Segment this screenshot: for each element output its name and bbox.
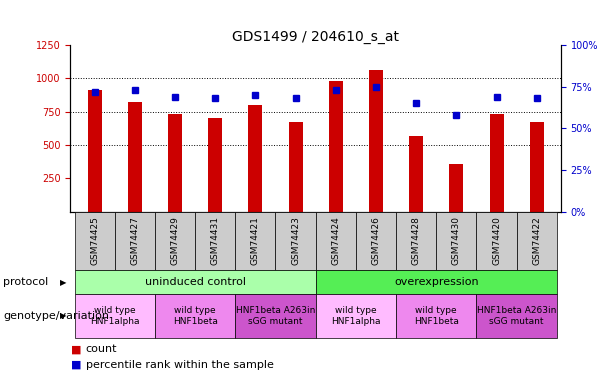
Text: GSM74420: GSM74420 bbox=[492, 216, 501, 266]
Bar bbox=[128, 102, 142, 212]
Text: GSM74427: GSM74427 bbox=[131, 216, 139, 266]
Text: ■: ■ bbox=[70, 360, 81, 369]
Text: GSM74425: GSM74425 bbox=[90, 216, 99, 266]
Text: wild type
HNF1beta: wild type HNF1beta bbox=[173, 306, 218, 326]
Text: GSM74422: GSM74422 bbox=[532, 216, 541, 265]
Text: GSM74429: GSM74429 bbox=[170, 216, 180, 266]
Bar bbox=[289, 122, 303, 212]
Bar bbox=[490, 114, 504, 212]
Text: ■: ■ bbox=[70, 344, 81, 354]
Bar bbox=[248, 105, 262, 212]
Text: count: count bbox=[86, 344, 117, 354]
Text: percentile rank within the sample: percentile rank within the sample bbox=[86, 360, 273, 369]
Bar bbox=[449, 164, 463, 212]
Text: GSM74421: GSM74421 bbox=[251, 216, 260, 266]
Bar bbox=[369, 70, 383, 212]
Bar bbox=[208, 118, 223, 212]
Text: GSM74428: GSM74428 bbox=[412, 216, 421, 266]
Text: HNF1beta A263in
sGG mutant: HNF1beta A263in sGG mutant bbox=[477, 306, 557, 326]
Bar bbox=[329, 81, 343, 212]
Text: overexpression: overexpression bbox=[394, 277, 479, 287]
Text: wild type
HNF1beta: wild type HNF1beta bbox=[414, 306, 459, 326]
Bar bbox=[168, 114, 182, 212]
Text: GSM74424: GSM74424 bbox=[331, 216, 340, 265]
Text: GSM74426: GSM74426 bbox=[371, 216, 381, 266]
Text: ▶: ▶ bbox=[60, 311, 66, 320]
Text: GSM74430: GSM74430 bbox=[452, 216, 461, 266]
Bar bbox=[88, 90, 102, 212]
Text: HNF1beta A263in
sGG mutant: HNF1beta A263in sGG mutant bbox=[236, 306, 315, 326]
Title: GDS1499 / 204610_s_at: GDS1499 / 204610_s_at bbox=[232, 30, 399, 44]
Bar bbox=[409, 136, 423, 212]
Text: protocol: protocol bbox=[3, 277, 48, 287]
Text: GSM74423: GSM74423 bbox=[291, 216, 300, 266]
Text: wild type
HNF1alpha: wild type HNF1alpha bbox=[90, 306, 140, 326]
Text: wild type
HNF1alpha: wild type HNF1alpha bbox=[331, 306, 381, 326]
Text: genotype/variation: genotype/variation bbox=[3, 311, 109, 321]
Text: uninduced control: uninduced control bbox=[145, 277, 246, 287]
Text: ▶: ▶ bbox=[60, 278, 66, 286]
Bar bbox=[530, 122, 544, 212]
Text: GSM74431: GSM74431 bbox=[211, 216, 219, 266]
